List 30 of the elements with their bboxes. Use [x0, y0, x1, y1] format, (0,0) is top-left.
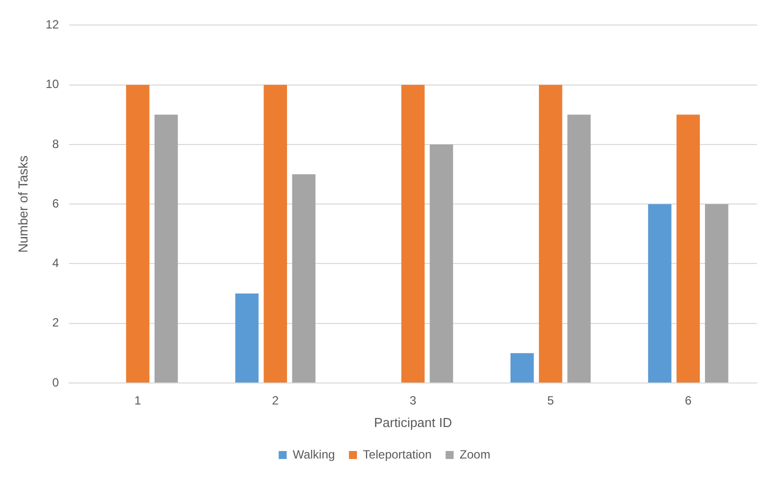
y-axis-title: Number of Tasks [15, 154, 30, 253]
legend-label: Walking [292, 447, 335, 462]
x-axis-title: Participant ID [374, 414, 452, 430]
y-tick-label: 12 [46, 18, 60, 32]
y-tick-label: 10 [46, 77, 60, 92]
bar [538, 84, 562, 382]
bar [292, 174, 316, 382]
legend-label: Teleportation [362, 447, 432, 462]
bar [676, 114, 700, 382]
bar [510, 353, 534, 382]
bar [154, 114, 178, 382]
y-tick-label: 6 [52, 196, 60, 210]
x-tick-label: 5 [547, 394, 554, 408]
x-tick-label: 1 [134, 394, 142, 408]
bar [401, 84, 425, 382]
x-tick-label: 3 [410, 394, 417, 408]
bar [126, 84, 150, 382]
x-tick-label: 2 [272, 394, 280, 408]
legend-label: Zoom [460, 447, 490, 462]
bar [235, 294, 259, 382]
y-tick-label: 8 [52, 136, 60, 151]
bar [567, 114, 591, 382]
y-tick-label: 0 [52, 375, 60, 390]
bar [264, 84, 288, 382]
bar [704, 204, 728, 382]
x-tick-label: 6 [684, 394, 692, 408]
bar [648, 204, 672, 382]
y-tick-label: 4 [52, 256, 60, 270]
bar [430, 144, 454, 382]
y-tick-label: 2 [52, 316, 60, 330]
